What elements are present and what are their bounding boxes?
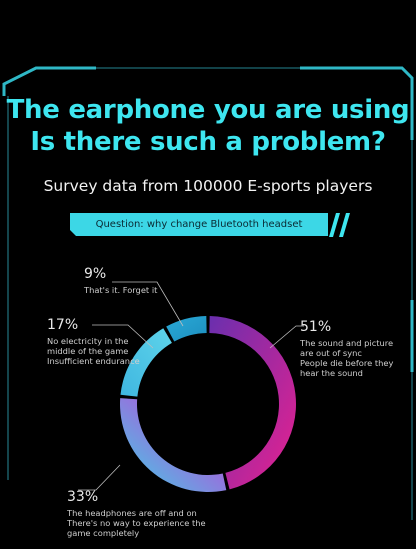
leader-line-51 — [269, 325, 304, 349]
headline-line-1: The earphone you are using — [6, 95, 410, 125]
headline: The earphone you are using Is there such… — [0, 94, 416, 158]
slash-accent-icon — [329, 213, 350, 237]
subtitle: Survey data from 100000 E-sports players — [43, 177, 373, 195]
slice-percent: 51% — [300, 319, 332, 335]
donut-slice-9 — [166, 316, 207, 342]
slice-label-51: 51% The sound and picture are out of syn… — [300, 318, 412, 378]
slice-description: No electricity in the middle of the game… — [47, 336, 140, 366]
headline-line-2: Is there such a problem? — [30, 127, 386, 157]
slice-label-33: 33% The headphones are off and on There'… — [67, 488, 217, 538]
slice-description: The headphones are off and on There's no… — [67, 508, 206, 538]
slice-description: The sound and picture are out of sync Pe… — [300, 338, 394, 378]
slice-percent: 9% — [84, 266, 107, 282]
donut-slice-51 — [209, 316, 296, 490]
leader-line-17 — [92, 324, 154, 349]
donut-slice-17 — [120, 328, 172, 397]
donut-slice-33 — [119, 398, 227, 492]
slice-label-9: 9% That's it. Forget it — [84, 265, 204, 295]
slice-description: That's it. Forget it — [84, 285, 158, 295]
leader-line-9 — [112, 281, 184, 327]
slice-percent: 33% — [67, 489, 99, 505]
leader-line-33 — [78, 464, 121, 491]
slice-percent: 17% — [47, 317, 79, 333]
slice-label-17: 17% No electricity in the middle of the … — [47, 316, 157, 366]
